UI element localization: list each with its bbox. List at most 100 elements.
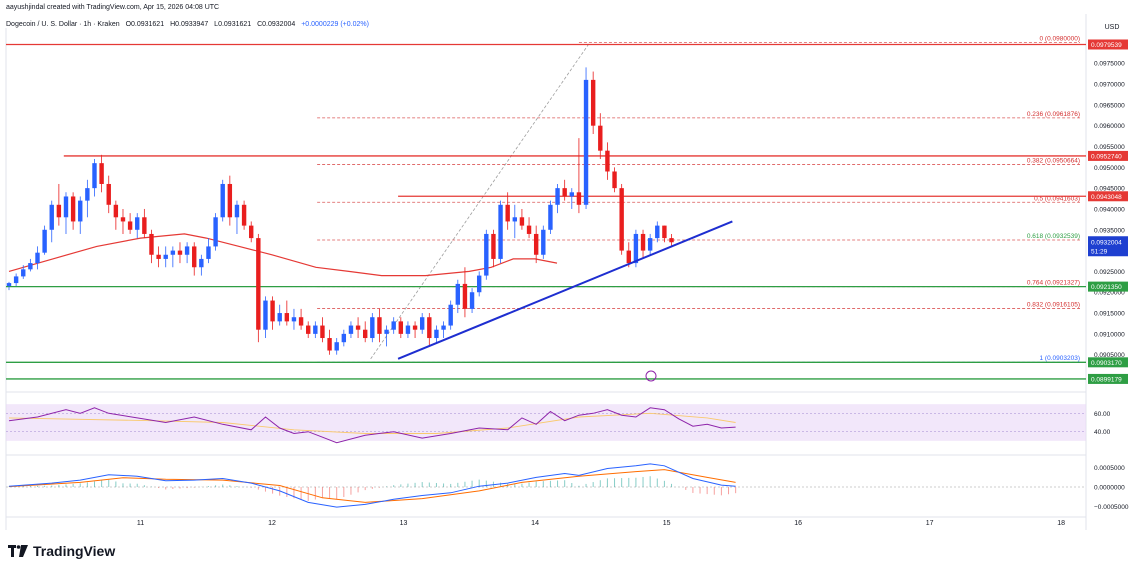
candle-body: [21, 269, 26, 277]
price-tick-label: 0.0920000: [1094, 290, 1125, 297]
candle-body: [156, 254, 161, 259]
candle-body: [234, 204, 240, 218]
candle-body: [541, 229, 546, 255]
candle-body: [619, 188, 624, 251]
candle-body: [562, 188, 567, 197]
price-level-tag: [1088, 357, 1128, 368]
candle-body: [512, 217, 518, 222]
candle-body: [405, 325, 411, 334]
candle-body: [298, 317, 304, 326]
price-tick-label: 0.0960000: [1094, 123, 1125, 130]
current-price-tag: [1088, 236, 1128, 257]
candle-body: [92, 163, 97, 189]
candle-body: [434, 329, 439, 339]
candle-body: [320, 325, 325, 339]
candle-body: [120, 217, 126, 222]
candle-body: [462, 283, 468, 309]
fib-diagonal-line: [370, 42, 591, 360]
candle-body: [249, 225, 254, 239]
candle-body: [576, 192, 582, 205]
candle-body: [113, 204, 119, 218]
candle-body: [49, 204, 54, 230]
price-chart[interactable]: USD0.09050000.09100000.09150000.09200000…: [0, 0, 1139, 540]
candle-body: [256, 238, 261, 330]
candle-body: [391, 321, 396, 330]
candle-body: [384, 329, 389, 334]
price-level-tag: [1088, 39, 1128, 50]
fib-level-label: 0.832 (0.0916105): [1027, 301, 1080, 308]
price-level-tag-text: 0.0979539: [1091, 42, 1122, 49]
tradingview-logo-icon: [8, 545, 28, 557]
candle-body: [469, 292, 475, 309]
candle-body: [99, 163, 104, 184]
time-tick-label: 18: [1057, 520, 1065, 527]
price-level-tag-text: 0.0943048: [1091, 194, 1122, 201]
current-price-text: 0.0932004: [1091, 239, 1122, 246]
candle-body: [626, 250, 631, 264]
candle-body: [355, 325, 361, 330]
price-tick-label: 0.0945000: [1094, 186, 1125, 193]
candle-body: [78, 200, 83, 222]
price-tick-label: 0.0940000: [1094, 206, 1125, 213]
fib-level-label: 1 (0.0903203): [1040, 355, 1080, 362]
candle-body: [241, 204, 247, 226]
low-value: L0.0931621: [214, 21, 252, 28]
time-tick-label: 17: [926, 520, 934, 527]
candle-body: [669, 238, 674, 243]
time-tick-label: 16: [794, 520, 802, 527]
candle-body: [633, 233, 639, 264]
price-tick-label: 0.0915000: [1094, 311, 1125, 318]
price-tick-label: 0.0910000: [1094, 331, 1125, 338]
macd-signal-line: [8, 469, 736, 503]
candle-body: [85, 188, 90, 201]
time-tick-label: 13: [400, 520, 408, 527]
price-tick-label: 0.0975000: [1094, 61, 1125, 68]
candle-body: [526, 225, 532, 234]
price-level-tag-text: 0.0921350: [1091, 284, 1122, 291]
candle-body: [398, 321, 404, 334]
candle-body: [177, 250, 183, 255]
candle-body: [327, 338, 332, 351]
candle-body: [334, 342, 339, 351]
candle-body: [448, 304, 453, 326]
candle-body: [662, 225, 667, 239]
candle-body: [56, 204, 62, 218]
fib-level-label: 0.5 (0.0941603): [1034, 195, 1080, 202]
fib-level-label: 0.764 (0.0921327): [1027, 280, 1080, 287]
candle-body: [70, 196, 76, 222]
macd-tick-label: 0.0000000: [1094, 485, 1125, 492]
close-value: C0.0932004: [257, 21, 296, 28]
price-level-tag: [1088, 281, 1128, 292]
price-tick-label: 0.0950000: [1094, 165, 1125, 172]
price-tick-label: 0.0925000: [1094, 269, 1125, 276]
price-level-tag-text: 0.0952740: [1091, 153, 1122, 160]
candle-body: [419, 317, 425, 330]
candle-body: [142, 217, 147, 234]
time-tick-label: 14: [531, 520, 539, 527]
candle-body: [583, 79, 589, 205]
time-tick-label: 15: [663, 520, 671, 527]
candle-body: [106, 183, 111, 205]
candle-body: [13, 276, 19, 284]
time-tick-label: 12: [268, 520, 276, 527]
rsi-tick-label: 60.00: [1094, 411, 1111, 418]
candle-body: [170, 250, 176, 255]
open-value: O0.0931621: [125, 21, 165, 28]
macd-tick-label: −0.0005000: [1094, 504, 1129, 511]
candle-body: [42, 229, 47, 253]
candle-body: [605, 150, 610, 172]
candle-body: [135, 217, 140, 230]
candle-body: [227, 183, 233, 218]
symbol-title[interactable]: Dogecoin / U. S. Dollar · 1h · Kraken: [6, 21, 120, 28]
sma-line: [8, 233, 558, 277]
price-level-tag-text: 0.0899179: [1091, 376, 1122, 383]
candle-body: [491, 233, 496, 259]
candle-body: [598, 125, 603, 151]
rsi-tick-label: 40.00: [1094, 429, 1111, 436]
candle-body: [6, 283, 12, 286]
candle-body: [441, 325, 446, 330]
candle-body: [213, 217, 218, 247]
fib-level-label: 0.618 (0.0932539): [1027, 233, 1080, 240]
price-tick-label: 0.0935000: [1094, 227, 1125, 234]
candle-body: [306, 325, 311, 334]
